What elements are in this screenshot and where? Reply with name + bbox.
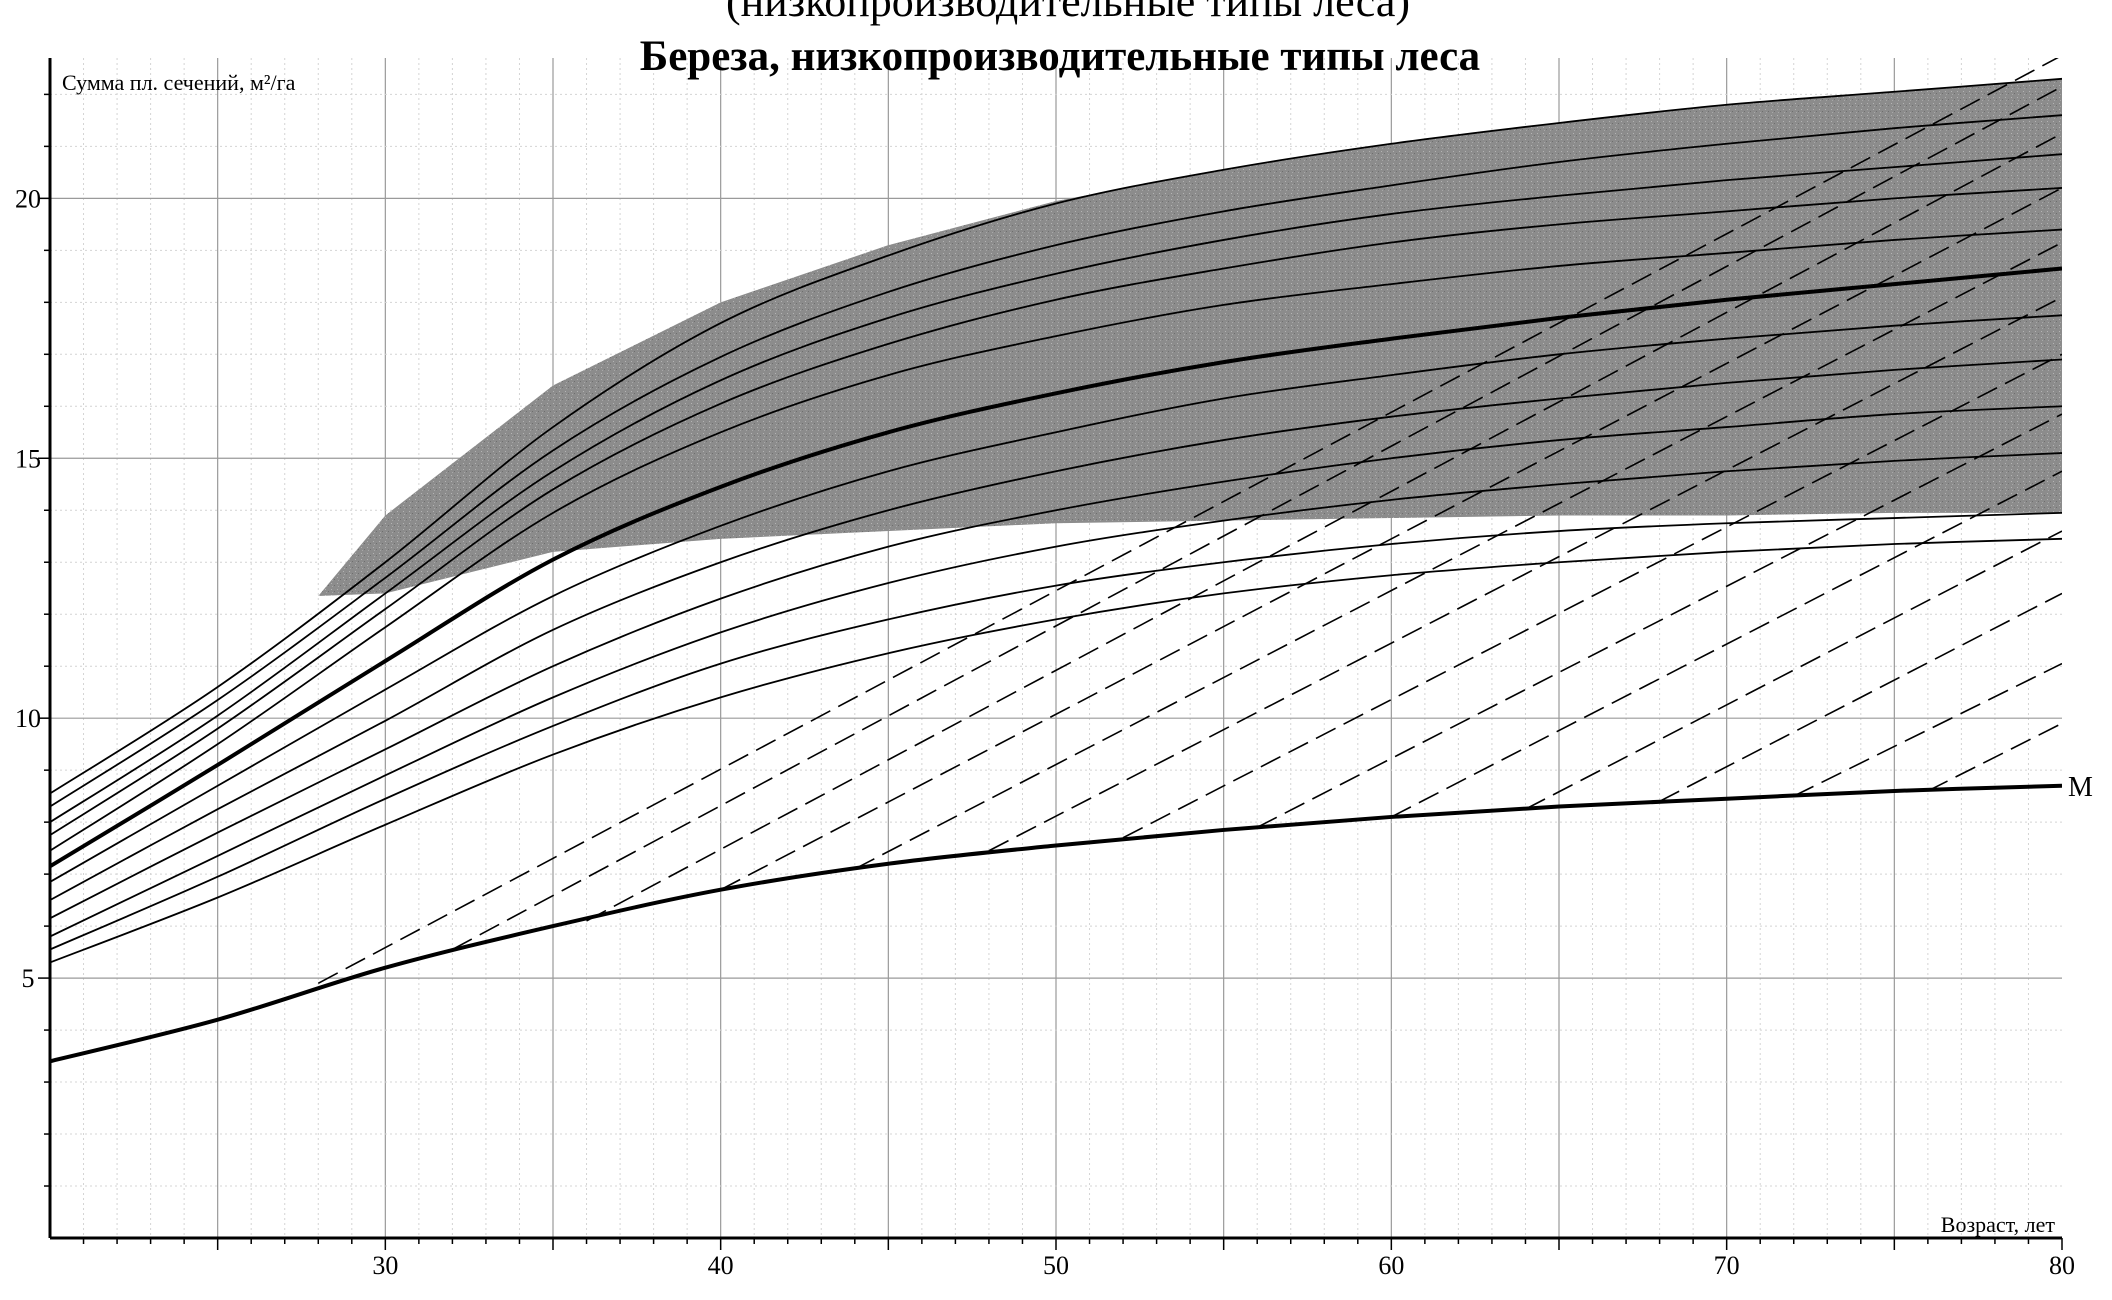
shaded-band bbox=[318, 78, 2062, 597]
solid-series-line bbox=[50, 537, 2062, 964]
solid-series-line bbox=[50, 314, 2062, 883]
y-tick-label: 20 bbox=[15, 184, 41, 213]
bold-series-line bbox=[50, 266, 2062, 869]
dashed-series-line bbox=[1390, 470, 2062, 818]
solid-series-line bbox=[50, 153, 2062, 823]
x-tick-label: 50 bbox=[1043, 1251, 1069, 1280]
dashed-series-line bbox=[452, 85, 2062, 951]
bold-series-line bbox=[50, 783, 2062, 1064]
dashed-series-line bbox=[720, 187, 2062, 891]
dashed-series-line bbox=[1122, 353, 2062, 839]
solid-series-line bbox=[50, 405, 2062, 920]
dashed-series-line bbox=[1927, 722, 2062, 792]
dashed-series-line bbox=[1525, 530, 2062, 810]
chart-title: Береза, низкопроизводительные типы леса bbox=[640, 33, 1480, 80]
solid-series-line bbox=[50, 114, 2062, 808]
page-header-fragment: (низкопроизводительные типы леса) bbox=[726, 0, 1410, 26]
solid-series-line bbox=[50, 511, 2062, 951]
dashed-series-line bbox=[1659, 592, 2062, 803]
dashed-series-line bbox=[1793, 662, 2062, 797]
solid-series-line bbox=[50, 452, 2062, 938]
solid-series-line bbox=[50, 77, 2062, 795]
solid-series-line bbox=[50, 187, 2062, 836]
x-tick-label: 70 bbox=[1714, 1251, 1740, 1280]
dashed-series-group bbox=[317, 58, 2062, 984]
ticks: 30 40 50 60 70 80 5 10 15 20 bbox=[15, 93, 2075, 1280]
x-tick-label: 60 bbox=[1378, 1251, 1404, 1280]
dashed-series-line bbox=[1256, 413, 2062, 829]
x-tick-label: 40 bbox=[708, 1251, 734, 1280]
x-axis-label: Возраст, лет bbox=[1941, 1212, 2056, 1237]
dashed-series-line bbox=[317, 58, 2059, 984]
y-axis-label: Сумма пл. сечений, м²/га bbox=[62, 70, 296, 95]
x-tick-label: 30 bbox=[372, 1251, 398, 1280]
solid-series-group bbox=[50, 77, 2062, 1064]
dashed-series-line bbox=[988, 296, 2062, 852]
series-labels: M bbox=[2068, 772, 2093, 803]
solid-series-line bbox=[50, 358, 2062, 901]
y-tick-label: 10 bbox=[15, 704, 41, 733]
x-tick-label: 80 bbox=[2049, 1251, 2075, 1280]
series-end-label: M bbox=[2068, 772, 2093, 803]
shaded-band-area bbox=[318, 78, 2062, 597]
solid-series-line bbox=[50, 228, 2062, 852]
y-tick-label: 5 bbox=[22, 964, 35, 993]
dashed-series-line bbox=[854, 241, 2062, 870]
y-tick-label: 15 bbox=[15, 444, 41, 473]
